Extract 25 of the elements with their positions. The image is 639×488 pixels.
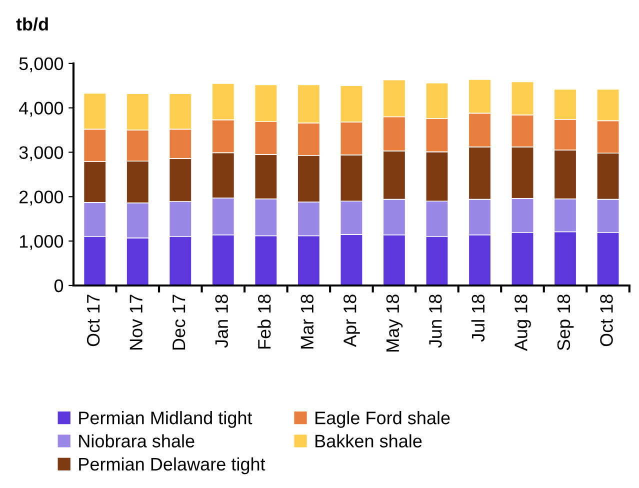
y-tick-label: 0: [54, 279, 64, 292]
x-tick-label: Jun 18: [429, 294, 442, 348]
legend-label: Bakken shale: [316, 434, 422, 448]
legend-label: Permian Midland tight: [79, 411, 252, 428]
y-axis-title: tb/d: [16, 17, 48, 31]
y-tick-label: 4,000: [19, 102, 64, 117]
x-tick-label: Jan 18: [215, 294, 228, 348]
x-tick-label: Jul 18: [471, 294, 485, 342]
legend-label: Eagle Ford shale: [316, 411, 450, 428]
legend-label: Niobrara shale: [79, 434, 194, 448]
x-tick-label: Oct 17: [86, 294, 100, 346]
x-tick-label: Apr 18: [344, 294, 360, 347]
y-tick-label: 2,000: [19, 190, 64, 206]
x-tick-label: Feb 18: [258, 294, 271, 349]
y-tick-label: 1,000: [20, 235, 64, 250]
legend-label: Permian Delaware tight: [79, 457, 266, 474]
x-tick-label: Oct 18: [600, 294, 613, 346]
x-tick-label: Aug 18: [514, 294, 531, 351]
x-tick-label: Nov 17: [130, 294, 142, 350]
x-tick-label: Mar 18: [300, 294, 314, 349]
y-tick-label: 3,000: [19, 146, 64, 162]
x-tick-label: Dec 17: [172, 294, 186, 350]
x-tick-label: May 18: [386, 294, 403, 352]
x-tick-label: Sep 18: [557, 294, 574, 350]
y-tick-label: 5,000: [19, 57, 64, 72]
